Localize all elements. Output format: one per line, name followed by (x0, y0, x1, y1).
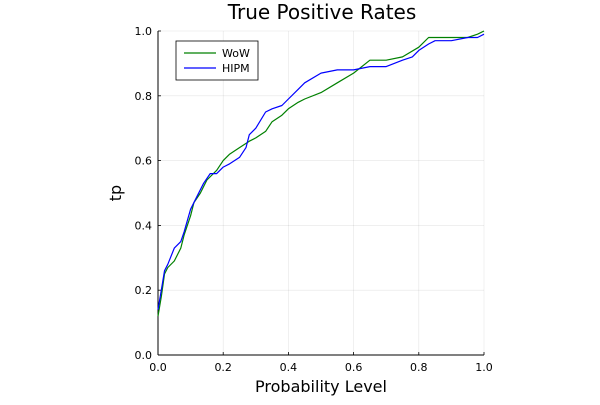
y-tick-label: 0.2 (135, 284, 153, 297)
x-tick-label: 1.0 (475, 361, 493, 374)
legend-label-hipm: HIPM (222, 62, 250, 75)
series-lines (157, 30, 485, 317)
tick-labels: 0.0 0.2 0.4 0.6 0.8 1.0 0.0 0.2 0.4 0.6 0.8 1.0 (135, 25, 493, 374)
y-tick-label: 0.0 (135, 349, 153, 362)
plot-frame (157, 30, 485, 356)
series-line-hipm (157, 33, 485, 310)
y-tick-label: 0.4 (135, 219, 153, 232)
y-tick-label: 0.8 (135, 90, 153, 103)
x-axis-label: Probability Level (255, 377, 387, 396)
x-tick-label: 0.4 (280, 361, 298, 374)
x-tick-label: 0.0 (149, 361, 167, 374)
legend: WoW HIPM (175, 40, 259, 81)
series-line-wow (157, 30, 485, 317)
legend-label-wow: WoW (222, 47, 250, 60)
chart-title: True Positive Rates (227, 0, 417, 24)
y-tick-label: 1.0 (135, 25, 153, 38)
grid (157, 30, 485, 356)
x-tick-label: 0.2 (214, 361, 232, 374)
legend-box (175, 40, 259, 81)
y-tick-label: 0.6 (135, 155, 153, 168)
x-tick-label: 0.8 (410, 361, 428, 374)
x-tick-label: 0.6 (345, 361, 363, 374)
y-axis-label: tp (106, 185, 125, 201)
